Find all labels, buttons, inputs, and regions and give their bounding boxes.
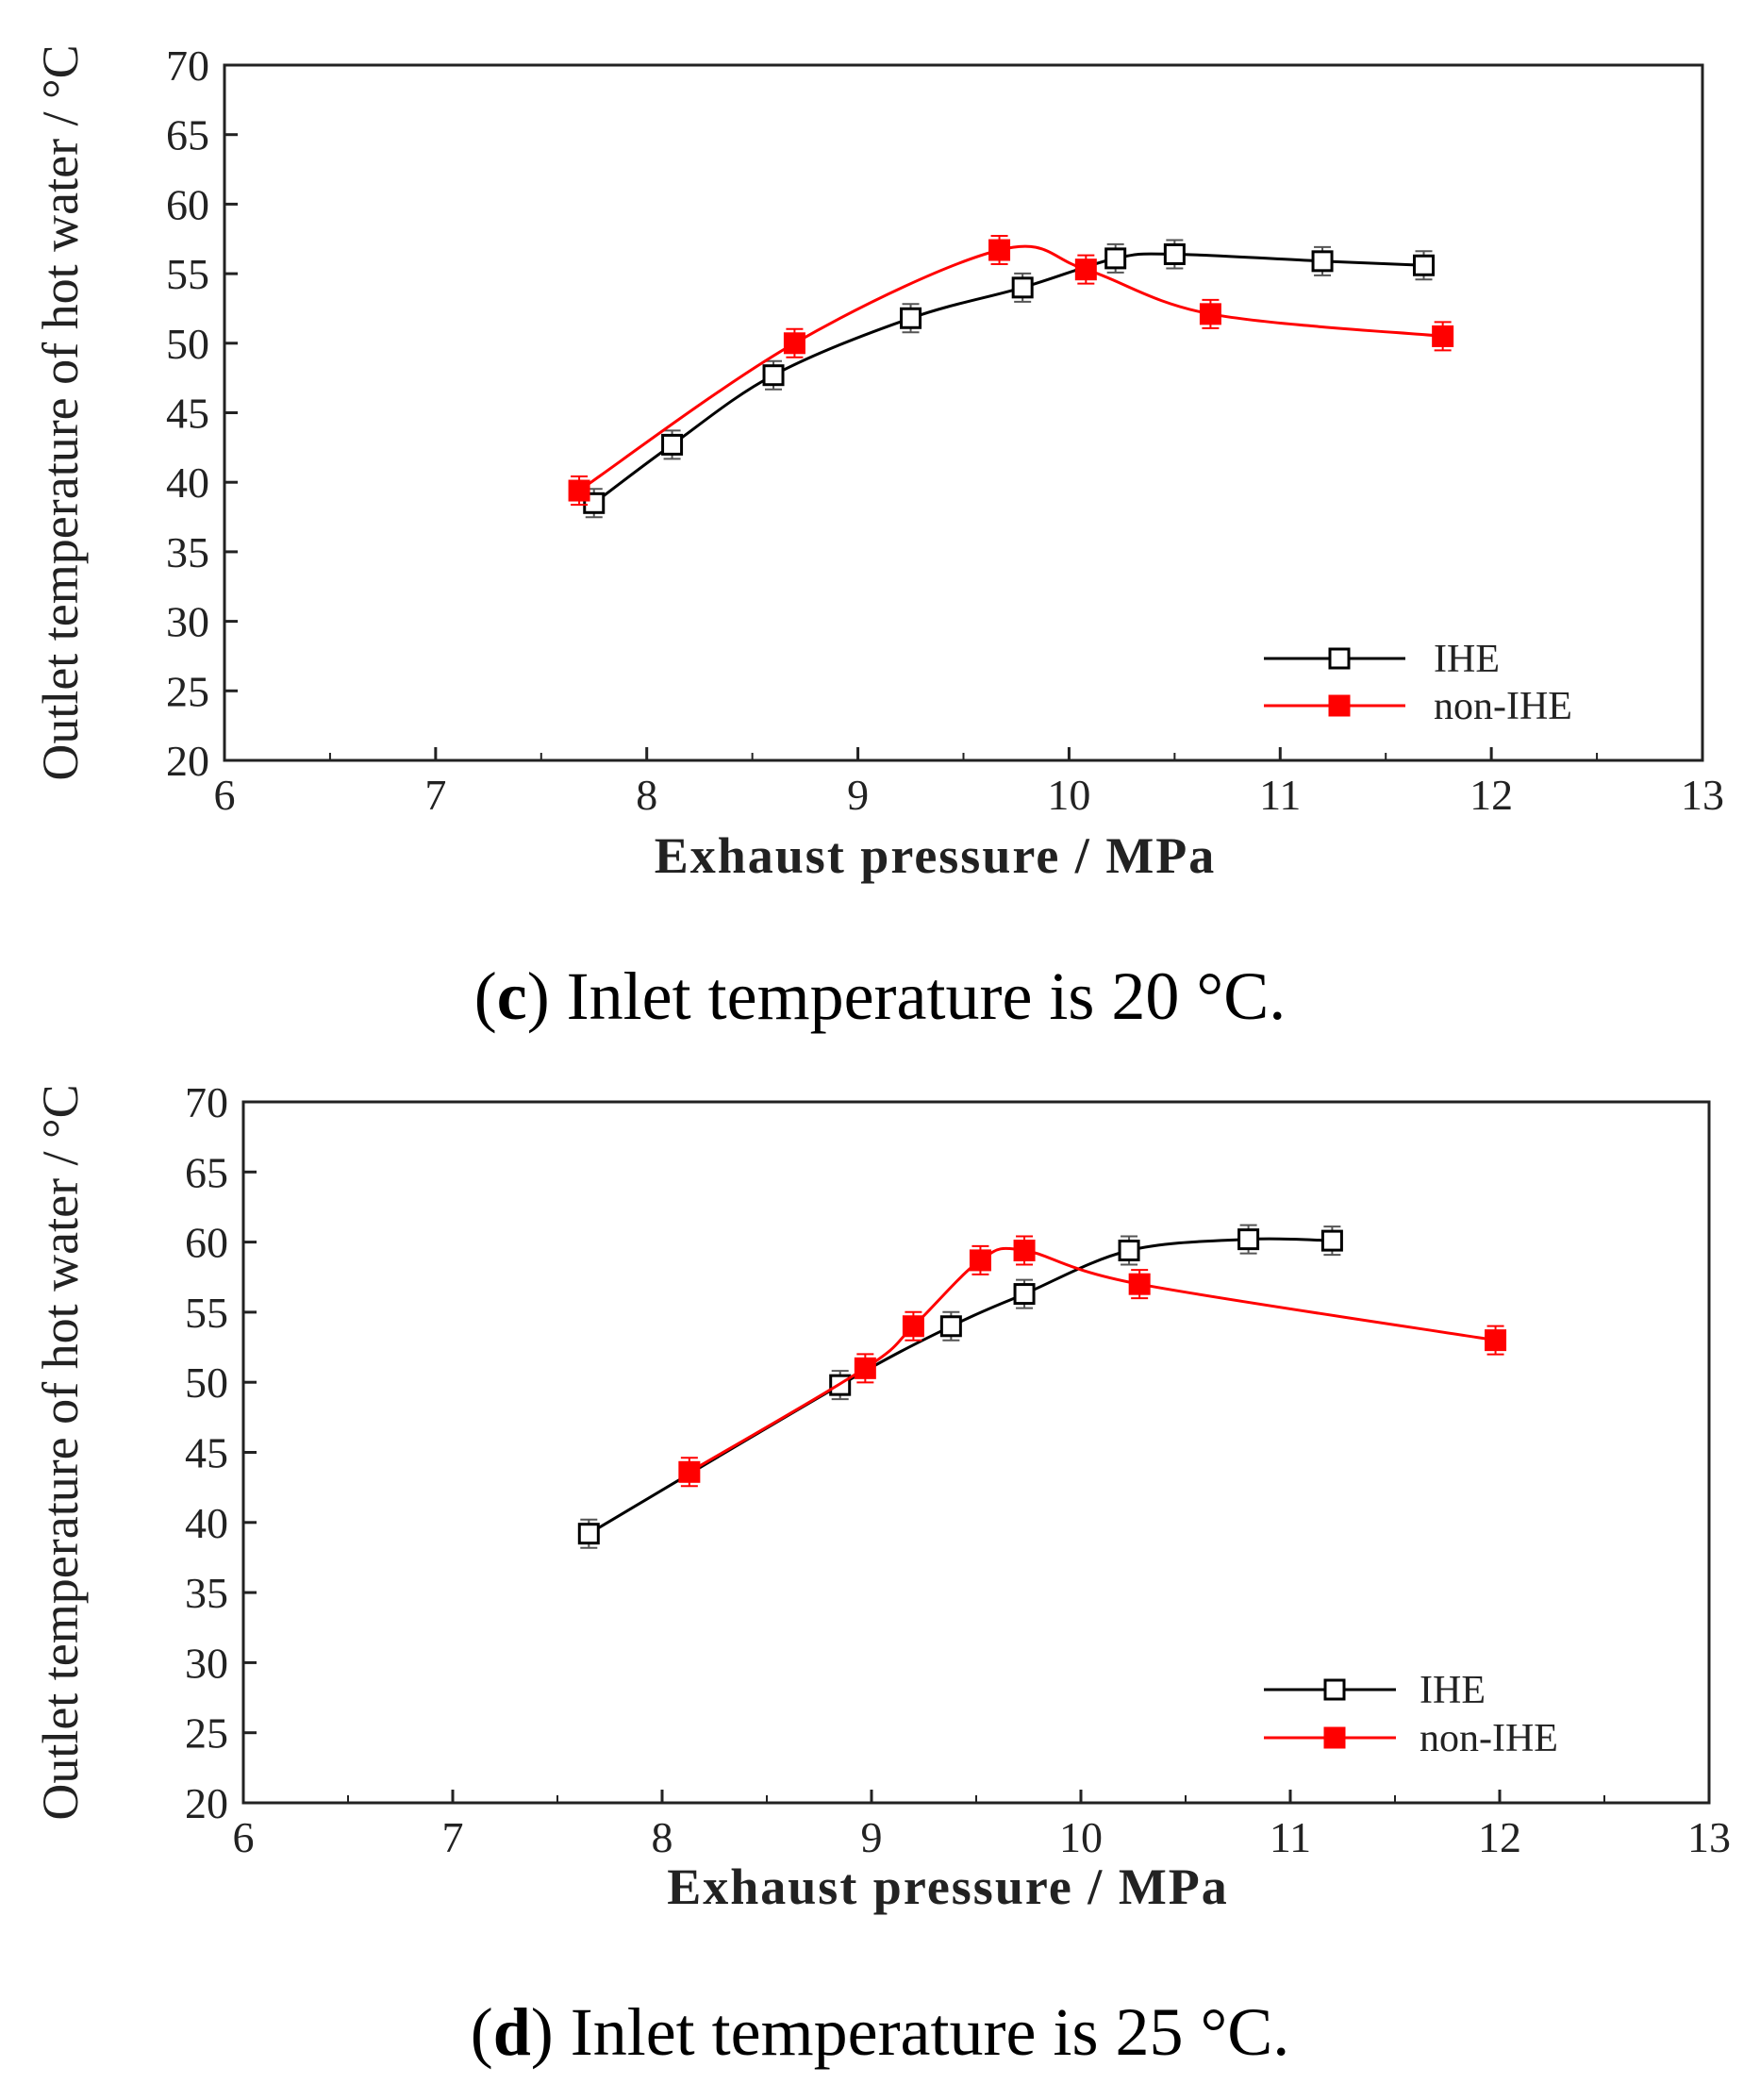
caption-panel-letter: c — [497, 958, 527, 1034]
x-tick-label: 13 — [1687, 1813, 1731, 1861]
caption-text: ) Inlet temperature is 20 °C. — [527, 958, 1287, 1034]
y-tick-label: 65 — [166, 111, 209, 159]
y-tick-label: 30 — [185, 1639, 228, 1687]
x-tick-label: 12 — [1478, 1813, 1521, 1861]
data-point — [1013, 1240, 1036, 1262]
y-axis-title: Outlet temperature of hot water / °C — [32, 44, 89, 780]
legend-label: IHE — [1434, 638, 1500, 681]
data-point — [1104, 247, 1127, 270]
data-point — [1485, 1329, 1507, 1352]
x-tick-label: 10 — [1059, 1813, 1103, 1861]
legend-marker — [1323, 1678, 1346, 1701]
data-point — [1118, 1240, 1140, 1262]
y-tick-label: 70 — [185, 1078, 228, 1126]
x-tick-label: 11 — [1259, 771, 1301, 819]
y-tick-label: 50 — [185, 1358, 228, 1407]
y-tick-label: 60 — [166, 180, 209, 228]
data-point — [577, 1523, 600, 1545]
x-tick-label: 8 — [652, 1813, 673, 1861]
legend-marker — [1328, 647, 1351, 670]
data-point — [1128, 1273, 1151, 1295]
legend-label: IHE — [1420, 1669, 1486, 1712]
series-non-ihe — [678, 1235, 1507, 1488]
y-tick-label: 25 — [166, 667, 209, 715]
data-point — [939, 1315, 962, 1338]
y-tick-label: 55 — [185, 1289, 228, 1337]
y-tick-label: 70 — [166, 42, 209, 90]
data-point — [1199, 303, 1221, 325]
plot-frame — [241, 1100, 1711, 1805]
legend-marker — [1323, 1726, 1346, 1749]
data-point — [900, 307, 922, 329]
y-tick-label: 50 — [166, 320, 209, 368]
data-point — [1311, 250, 1334, 273]
y-tick-label: 45 — [185, 1429, 228, 1477]
y-tick-label: 65 — [185, 1148, 228, 1196]
data-point — [783, 332, 805, 355]
y-tick-label: 40 — [185, 1499, 228, 1547]
data-point — [969, 1249, 991, 1272]
y-tick-label: 55 — [166, 250, 209, 298]
data-point — [1237, 1228, 1260, 1251]
data-point — [568, 479, 590, 502]
data-point — [661, 433, 684, 456]
data-point — [1413, 254, 1436, 276]
figure-caption: (d) Inlet temperature is 25 °C. — [471, 1994, 1290, 2070]
x-axis-title: Exhaust pressure / MPa — [667, 1858, 1229, 1915]
series-line — [689, 1246, 1496, 1474]
data-point — [678, 1460, 701, 1483]
data-point — [1074, 258, 1097, 281]
caption-open-paren: ( — [471, 1994, 493, 2070]
data-point — [988, 239, 1011, 261]
y-tick-label: 20 — [185, 1779, 228, 1827]
legend-marker — [1328, 694, 1351, 717]
legend-label: non-IHE — [1434, 685, 1572, 728]
y-axis-title: Outlet temperature of hot water / °C — [32, 1084, 89, 1820]
x-tick-label: 12 — [1469, 771, 1513, 819]
x-tick-label: 11 — [1270, 1813, 1311, 1861]
x-tick-label: 7 — [442, 1813, 464, 1861]
x-tick-label: 6 — [214, 771, 236, 819]
data-point — [1432, 325, 1454, 347]
data-point — [1013, 1283, 1036, 1306]
y-tick-label: 35 — [166, 528, 209, 576]
x-axis-title: Exhaust pressure / MPa — [655, 827, 1217, 884]
series-non-ihe — [568, 235, 1454, 507]
caption-text: ) Inlet temperature is 25 °C. — [531, 1994, 1290, 2070]
y-tick-label: 20 — [166, 737, 209, 785]
legend-label: non-IHE — [1420, 1717, 1558, 1760]
data-point — [1163, 242, 1186, 265]
x-tick-label: 9 — [861, 1813, 883, 1861]
y-tick-label: 60 — [185, 1219, 228, 1267]
data-point — [902, 1315, 924, 1338]
series-line — [592, 252, 1424, 505]
x-tick-label: 8 — [636, 771, 657, 819]
x-tick-label: 9 — [847, 771, 869, 819]
data-point — [854, 1357, 876, 1379]
figure-caption: (c) Inlet temperature is 20 °C. — [474, 958, 1287, 1034]
caption-panel-letter: d — [493, 1994, 531, 2070]
series-ihe — [577, 1224, 1343, 1549]
legend: IHE non-IHE — [1264, 1669, 1558, 1760]
x-tick-label: 7 — [424, 771, 446, 819]
y-tick-label: 45 — [166, 390, 209, 438]
caption-open-paren: ( — [474, 958, 497, 1034]
data-point — [1320, 1229, 1343, 1252]
data-point — [1011, 276, 1034, 299]
x-tick-label: 13 — [1681, 771, 1724, 819]
series-line — [588, 1237, 1333, 1535]
x-tick-label: 10 — [1047, 771, 1090, 819]
y-tick-label: 40 — [166, 458, 209, 507]
series-line — [578, 244, 1443, 492]
y-tick-label: 25 — [185, 1709, 228, 1758]
y-tick-label: 35 — [185, 1569, 228, 1617]
series-ihe — [583, 239, 1436, 519]
data-point — [762, 364, 785, 387]
y-tick-label: 30 — [166, 598, 209, 646]
x-tick-label: 6 — [233, 1813, 255, 1861]
chart-panel-d: 6 7 8 9 10 11 12 13 20 25 30 35 40 45 50 55 60 65 70 Exhaus… — [32, 1078, 1731, 2070]
chart-panel-c: 6 7 8 9 10 11 12 13 20 25 30 35 40 45 50 55 60 65 70 Exhaus… — [32, 42, 1724, 1034]
